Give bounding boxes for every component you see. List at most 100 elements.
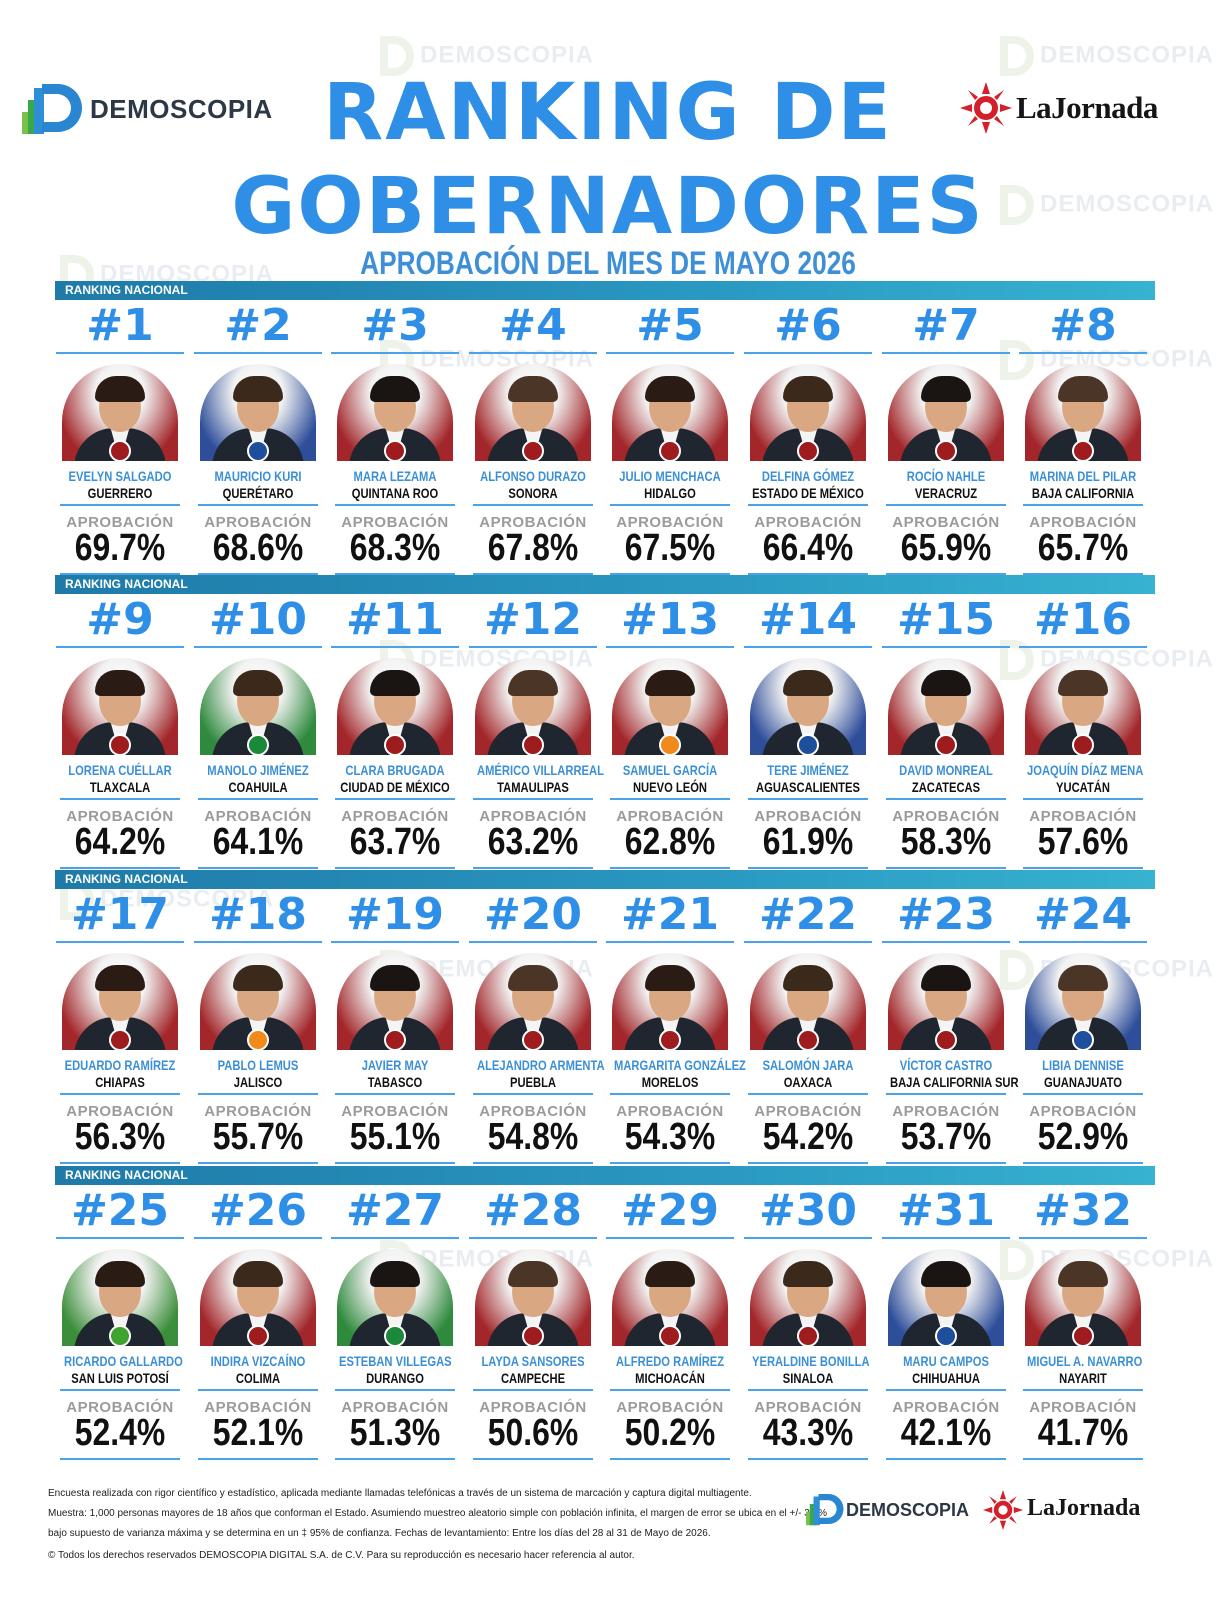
governor-card: #15 DAVID MONREAL ZACATECAS APROBACIÓN 58.3% bbox=[876, 592, 1016, 882]
governor-card: #1 EVELYN SALGADO GUERRERO APROBACIÓN 69.7% bbox=[50, 298, 190, 588]
governor-state: SONORA bbox=[508, 485, 558, 501]
governor-card: #17 EDUARDO RAMÍREZ CHIAPAS APROBACIÓN 56.3% bbox=[50, 887, 190, 1177]
divider bbox=[1023, 798, 1143, 800]
divider bbox=[473, 573, 593, 575]
divider bbox=[1023, 1162, 1143, 1164]
approval-label: APROBACIÓN bbox=[341, 1399, 449, 1416]
governor-name: VÍCTOR CASTRO bbox=[899, 1057, 993, 1073]
governor-photo bbox=[888, 364, 1004, 461]
governor-state: TAMAULIPAS bbox=[497, 779, 569, 795]
divider bbox=[610, 1093, 730, 1095]
approval-value: 43.3% bbox=[762, 1412, 854, 1454]
divider bbox=[744, 646, 872, 648]
rank-number: #9 bbox=[86, 594, 154, 645]
party-logo-icon bbox=[247, 734, 269, 755]
approval-value: 54.3% bbox=[624, 1116, 716, 1158]
divider bbox=[606, 352, 734, 354]
governor-state: SINALOA bbox=[782, 1370, 834, 1386]
divider bbox=[60, 573, 180, 575]
divider bbox=[60, 798, 180, 800]
divider bbox=[1023, 504, 1143, 506]
party-logo-icon bbox=[522, 440, 544, 461]
approval-label: APROBACIÓN bbox=[616, 1399, 724, 1416]
party-logo-icon bbox=[797, 440, 819, 461]
governor-photo bbox=[750, 364, 866, 461]
divider bbox=[606, 941, 734, 943]
governor-card: #26 INDIRA VIZCAÍNO COLIMA APROBACIÓN 52.1% bbox=[188, 1183, 328, 1473]
portrait-hair bbox=[508, 1261, 558, 1287]
divider bbox=[606, 646, 734, 648]
divider bbox=[886, 1093, 1006, 1095]
governor-name: SALOMÓN JARA bbox=[762, 1057, 854, 1073]
divider bbox=[610, 1162, 730, 1164]
governor-card: #29 ALFREDO RAMÍREZ MICHOACÁN APROBACIÓN 50.… bbox=[600, 1183, 740, 1473]
divider bbox=[1023, 1458, 1143, 1460]
governor-state: CHIHUAHUA bbox=[912, 1370, 980, 1386]
approval-label: APROBACIÓN bbox=[1029, 514, 1137, 531]
governor-card: #11 CLARA BRUGADA CIUDAD DE MÉXICO APROBACI… bbox=[325, 592, 465, 882]
approval-label: APROBACIÓN bbox=[341, 514, 449, 531]
approval-value: 54.8% bbox=[487, 1116, 579, 1158]
party-logo-icon bbox=[522, 734, 544, 755]
governor-state: GUERRERO bbox=[87, 485, 153, 501]
portrait-hair bbox=[921, 1261, 971, 1287]
governor-state: TLAXCALA bbox=[89, 779, 151, 795]
divider bbox=[610, 1389, 730, 1391]
party-logo-icon bbox=[384, 440, 406, 461]
section-bar: RANKING NACIONAL bbox=[55, 281, 1155, 300]
divider bbox=[886, 1389, 1006, 1391]
approval-value: 63.2% bbox=[487, 821, 579, 863]
approval-value: 52.9% bbox=[1037, 1116, 1129, 1158]
divider bbox=[60, 504, 180, 506]
divider bbox=[473, 798, 593, 800]
rank-number: #31 bbox=[896, 1185, 996, 1236]
watermark: DEMOSCOPIA bbox=[1000, 340, 1214, 380]
governor-photo bbox=[62, 1249, 178, 1346]
approval-value: 52.4% bbox=[74, 1412, 166, 1454]
governor-state: COLIMA bbox=[235, 1370, 281, 1386]
governor-name: AMÉRICO VILLARREAL bbox=[477, 762, 604, 778]
rank-number: #15 bbox=[896, 594, 996, 645]
governor-photo bbox=[337, 364, 453, 461]
la-jornada-logo: LaJornada bbox=[983, 1486, 1163, 1532]
footer-copyright: © Todos los derechos reservados DEMOSCOP… bbox=[48, 1550, 635, 1561]
approval-label: APROBACIÓN bbox=[341, 1103, 449, 1120]
divider bbox=[198, 1458, 318, 1460]
governor-state: QUINTANA ROO bbox=[351, 485, 439, 501]
divider bbox=[1019, 646, 1147, 648]
demoscopia-logo: DEMOSCOPIA bbox=[806, 1491, 981, 1527]
approval-label: APROBACIÓN bbox=[616, 808, 724, 825]
divider bbox=[198, 1389, 318, 1391]
governor-card: #23 VÍCTOR CASTRO BAJA CALIFORNIA SUR APROB… bbox=[876, 887, 1019, 1177]
divider bbox=[473, 1093, 593, 1095]
governor-card: #20 ALEJANDRO ARMENTA PUEBLA APROBACIÓN 54.8… bbox=[463, 887, 605, 1177]
governor-photo bbox=[612, 953, 728, 1050]
rank-number: #6 bbox=[774, 300, 842, 351]
approval-value: 56.3% bbox=[74, 1116, 166, 1158]
governor-name: ALEJANDRO ARMENTA bbox=[477, 1057, 605, 1073]
governor-card: #6 DELFINA GÓMEZ ESTADO DE MÉXICO APROBACIÓ… bbox=[738, 298, 878, 588]
party-logo-icon bbox=[797, 734, 819, 755]
portrait-hair bbox=[921, 965, 971, 991]
divider bbox=[335, 1093, 455, 1095]
portrait-hair bbox=[1058, 670, 1108, 696]
divider bbox=[473, 1162, 593, 1164]
party-logo-icon bbox=[797, 1325, 819, 1346]
divider bbox=[610, 798, 730, 800]
portrait-hair bbox=[1058, 965, 1108, 991]
divider bbox=[194, 941, 322, 943]
divider bbox=[194, 1237, 322, 1239]
party-logo-icon bbox=[522, 1029, 544, 1050]
governor-state: TABASCO bbox=[367, 1074, 423, 1090]
divider bbox=[748, 1093, 868, 1095]
governor-state: COAHUILA bbox=[228, 779, 288, 795]
portrait-hair bbox=[95, 1261, 145, 1287]
rank-number: #4 bbox=[499, 300, 567, 351]
divider bbox=[748, 504, 868, 506]
divider bbox=[56, 646, 184, 648]
portrait-hair bbox=[645, 1261, 695, 1287]
governor-photo bbox=[337, 1249, 453, 1346]
governor-state: CIUDAD DE MÉXICO bbox=[340, 779, 450, 795]
approval-value: 51.3% bbox=[349, 1412, 441, 1454]
portrait-hair bbox=[508, 376, 558, 402]
